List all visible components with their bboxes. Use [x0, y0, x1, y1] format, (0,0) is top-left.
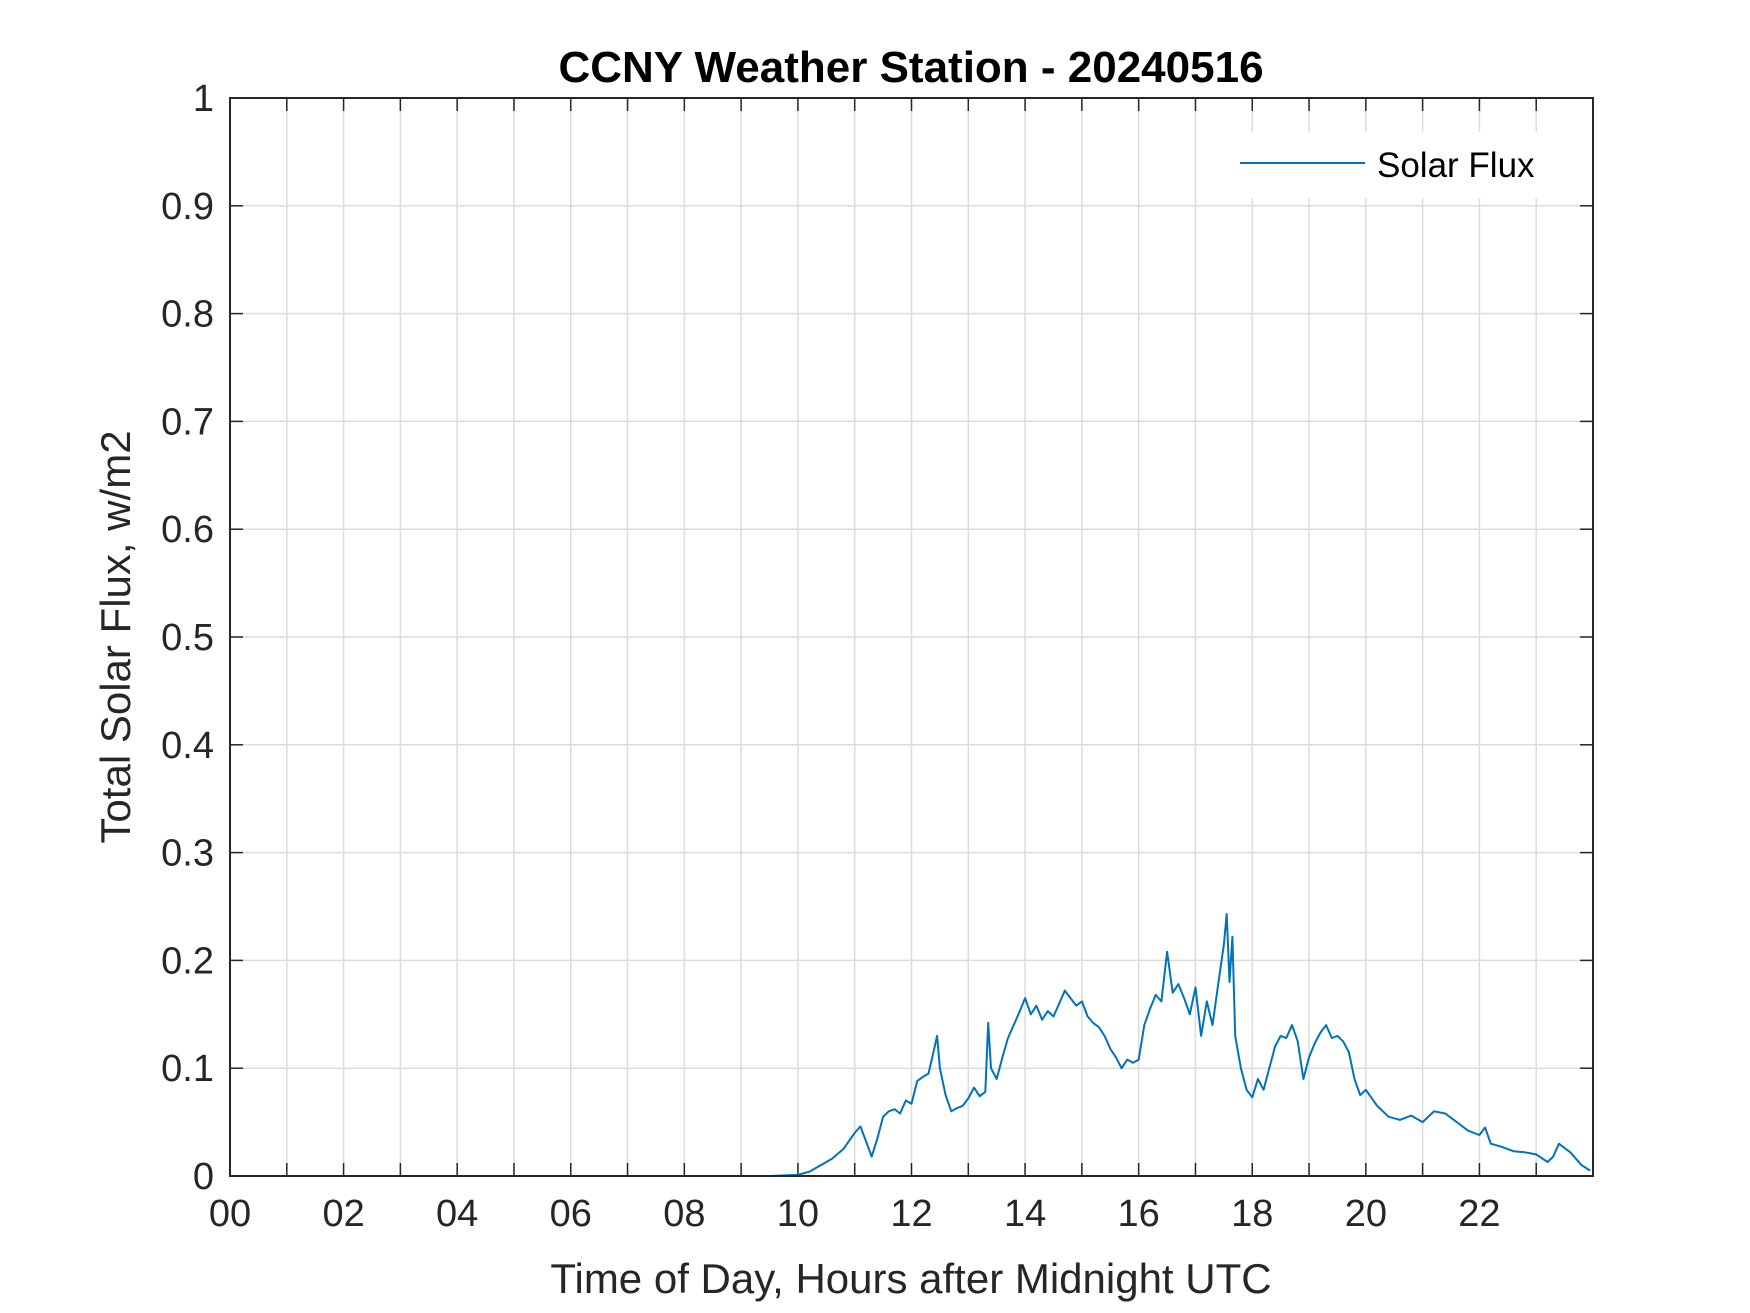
y-tick-label: 0.4 — [161, 725, 214, 767]
legend-label: Solar Flux — [1377, 146, 1535, 185]
y-tick-label: 0.7 — [161, 401, 214, 443]
tick-marks — [230, 98, 1593, 1176]
legend-box — [1224, 132, 1559, 198]
y-tick-label: 0.8 — [161, 294, 214, 336]
x-tick-label: 02 — [322, 1193, 364, 1235]
y-tick-label: 0.1 — [161, 1048, 214, 1090]
tick-labels: 0 0.1 0.2 0.3 0.4 0.5 0.6 0.7 0.8 0.9 1 00 02 04 06 08 1… — [161, 78, 1500, 1235]
y-tick-label: 0 — [193, 1156, 214, 1198]
y-tick-label: 0.2 — [161, 940, 214, 982]
y-tick-label: 0.5 — [161, 617, 214, 659]
x-tick-label: 14 — [1004, 1193, 1046, 1235]
axes-box — [229, 97, 1594, 1177]
x-tick-label: 22 — [1458, 1193, 1500, 1235]
y-tick-label: 0.9 — [161, 186, 214, 228]
x-tick-label: 20 — [1345, 1193, 1387, 1235]
x-tick-label: 06 — [550, 1193, 592, 1235]
x-tick-label: 08 — [663, 1193, 705, 1235]
series-line-solar-flux — [230, 913, 1591, 1177]
y-tick-label: 0.3 — [161, 833, 214, 875]
x-tick-label: 16 — [1118, 1193, 1160, 1235]
x-tick-label: 00 — [209, 1193, 251, 1235]
x-tick-label: 12 — [890, 1193, 932, 1235]
grid-lines — [230, 98, 1593, 1176]
y-tick-label: 0.6 — [161, 509, 214, 551]
data-series — [230, 913, 1591, 1177]
x-tick-label: 18 — [1231, 1193, 1273, 1235]
x-tick-label: 10 — [777, 1193, 819, 1235]
legend: Solar Flux — [1224, 132, 1559, 198]
y-axis-label: Total Solar Flux, w/m2 — [92, 430, 139, 843]
x-axis-label: Time of Day, Hours after Midnight UTC — [550, 1255, 1271, 1302]
chart-title: CCNY Weather Station - 20240516 — [558, 43, 1263, 92]
x-tick-label: 04 — [436, 1193, 478, 1235]
y-tick-label: 1 — [193, 78, 214, 120]
